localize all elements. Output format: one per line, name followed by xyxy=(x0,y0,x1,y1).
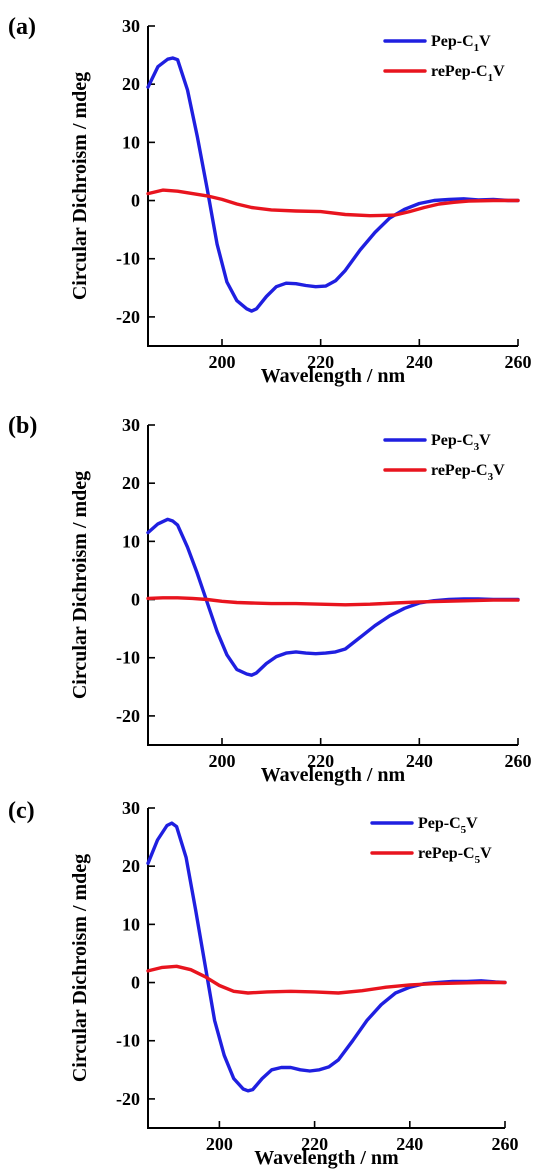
y-tick-label: 0 xyxy=(131,191,140,211)
series-line-repep xyxy=(146,188,520,218)
y-tick-label: 30 xyxy=(122,16,140,36)
y-tick-label: 0 xyxy=(131,590,140,610)
y-tick-label: 30 xyxy=(122,415,140,435)
x-tick-label: 260 xyxy=(505,352,532,372)
series-line-pep xyxy=(146,821,507,1093)
x-axis-title: Wavelength / nm xyxy=(261,365,406,387)
legend-label-end: V xyxy=(479,33,491,50)
y-tick-label: -10 xyxy=(116,249,140,269)
panel-label: (b) xyxy=(8,413,37,439)
series-line-pep xyxy=(146,56,520,313)
x-tick-label: 260 xyxy=(492,1134,519,1154)
y-tick-label: 10 xyxy=(122,531,140,551)
chart-panel-c: (c) 30 20 10 0 -10 -20 200 220 240 260 Wavelength /… xyxy=(8,798,519,1169)
x-tick-label: 260 xyxy=(505,751,532,771)
x-tick-label: 240 xyxy=(396,1134,423,1154)
axis-frame xyxy=(147,26,518,347)
x-tick-label: 200 xyxy=(209,751,236,771)
y-tick-label: 20 xyxy=(122,74,140,94)
x-axis-title: Wavelength / nm xyxy=(261,764,406,786)
panel-label: (a) xyxy=(8,14,36,40)
legend-label-subscript: 5 xyxy=(461,824,467,836)
legend-label: rePep-C3V xyxy=(431,462,505,483)
legend-label: Pep-C5V xyxy=(418,815,478,836)
legend-label-main: Pep-C xyxy=(431,33,474,50)
y-tick-label: -10 xyxy=(116,1031,140,1051)
y-tick-label: 20 xyxy=(122,856,140,876)
legend-label: Pep-C1V xyxy=(431,33,491,54)
x-tick-label: 240 xyxy=(406,751,433,771)
axis-frame xyxy=(147,808,505,1129)
legend-label-main: Pep-C xyxy=(431,432,474,449)
chart-panel-a: (a) 30 20 10 0 -10 -20 200 220 240 260 Wavelength /… xyxy=(8,14,532,387)
legend-label: Pep-C3V xyxy=(431,432,491,453)
legend-label-end: V xyxy=(493,63,505,80)
series-line-repep xyxy=(146,596,520,607)
legend-label-subscript: 5 xyxy=(475,854,481,866)
x-axis-title: Wavelength / nm xyxy=(254,1147,399,1169)
y-axis-title: Circular Dichroism / mdeg xyxy=(69,854,91,1082)
y-tick-label: 30 xyxy=(122,798,140,818)
legend-label-subscript: 3 xyxy=(474,441,480,453)
legend-label-end: V xyxy=(466,815,478,832)
legend-label: rePep-C5V xyxy=(418,845,492,866)
x-tick-label: 200 xyxy=(209,352,236,372)
x-tick-label: 240 xyxy=(406,352,433,372)
series-line-repep xyxy=(146,964,507,995)
y-tick-label: 10 xyxy=(122,132,140,152)
y-tick-label: -20 xyxy=(116,1089,140,1109)
y-tick-label: 10 xyxy=(122,914,140,934)
legend-label-subscript: 1 xyxy=(488,72,494,84)
y-axis-title: Circular Dichroism / mdeg xyxy=(69,72,91,300)
series-line-pep xyxy=(146,517,520,677)
legend-label-main: rePep-C xyxy=(418,845,475,862)
x-tick-label: 220 xyxy=(301,1134,328,1154)
legend-label-main: rePep-C xyxy=(431,462,488,479)
y-tick-label: -10 xyxy=(116,648,140,668)
legend-label-end: V xyxy=(479,432,491,449)
legend-label-subscript: 1 xyxy=(474,42,480,54)
y-tick-label: 20 xyxy=(122,473,140,493)
y-tick-label: -20 xyxy=(116,307,140,327)
x-tick-label: 220 xyxy=(307,352,334,372)
x-tick-label: 220 xyxy=(307,751,334,771)
legend-label-end: V xyxy=(480,845,492,862)
legend-label-end: V xyxy=(493,462,505,479)
y-tick-label: 0 xyxy=(131,973,140,993)
y-axis-title: Circular Dichroism / mdeg xyxy=(69,471,91,699)
legend-label-main: rePep-C xyxy=(431,63,488,80)
y-tick-label: -20 xyxy=(116,706,140,726)
legend-label-subscript: 3 xyxy=(488,471,494,483)
panel-label: (c) xyxy=(8,798,35,824)
legend-label-main: Pep-C xyxy=(418,815,461,832)
x-tick-label: 200 xyxy=(206,1134,233,1154)
legend-label: rePep-C1V xyxy=(431,63,505,84)
chart-panel-b: (b) 30 20 10 0 -10 -20 200 220 240 260 Wavelength /… xyxy=(8,413,532,786)
